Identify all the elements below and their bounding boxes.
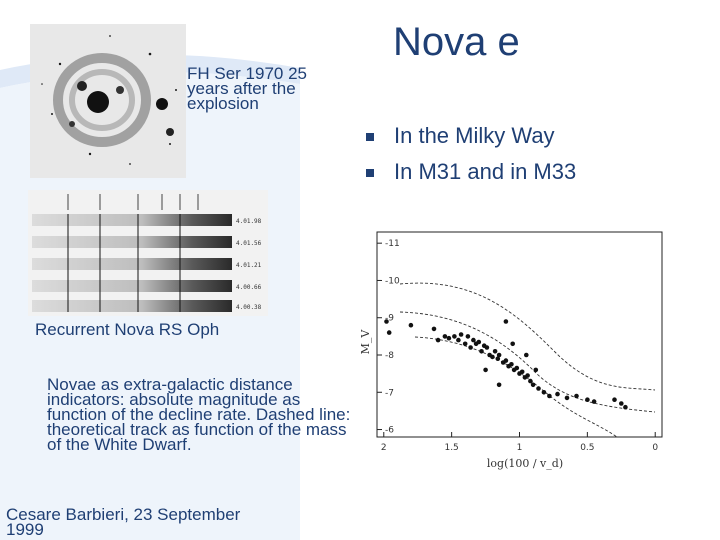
data-point — [479, 349, 484, 354]
data-point — [525, 373, 530, 378]
spectrum-label: 4.01.56 — [236, 240, 262, 247]
bullet-item: In M31 and in M33 — [366, 154, 576, 190]
y-tick-label: -10 — [385, 276, 400, 286]
data-point — [468, 345, 473, 350]
data-point — [533, 367, 539, 373]
data-point — [555, 391, 560, 397]
spectra-image: 4.01.98 4.01.56 4.01.21 4.00.66 4.00.38 — [28, 190, 268, 316]
data-point — [591, 399, 597, 404]
y-tick-label: -6 — [385, 426, 394, 436]
footer-credit: Cesare Barbieri, 23 September 1999 — [6, 505, 241, 539]
data-point — [574, 393, 579, 399]
bullet-text: In M31 and in M33 — [394, 159, 577, 184]
data-point — [458, 332, 464, 337]
data-point — [585, 397, 590, 402]
spectra-caption: Recurrent Nova RS Oph — [35, 320, 220, 339]
x-tick-label: 0 — [652, 443, 658, 453]
bullet-text: In the Milky Way — [394, 123, 555, 148]
data-point — [541, 390, 547, 395]
slide-title: Nova e — [393, 20, 520, 64]
data-point — [612, 397, 617, 402]
bullet-list: In the Milky Way In M31 and in M33 — [366, 118, 576, 190]
data-point — [503, 358, 509, 363]
description-text: Novae as extra-galactic distance indicat… — [47, 375, 351, 454]
data-point — [483, 367, 488, 373]
data-point — [524, 352, 529, 358]
data-point — [465, 334, 471, 339]
data-point — [462, 341, 468, 347]
data-point — [476, 339, 482, 345]
data-point — [490, 354, 495, 360]
data-point — [442, 334, 448, 339]
data-point — [446, 335, 452, 341]
data-point — [456, 337, 461, 343]
data-point — [530, 382, 536, 388]
magnitude-decline-chart: 2 1.5 1 0.5 0 -11-10-9-8-7-6 log(100 / v_d) … — [359, 231, 663, 470]
data-point — [435, 337, 441, 343]
data-point — [503, 319, 509, 324]
data-point — [536, 386, 541, 391]
square-bullet-icon — [366, 133, 374, 141]
x-tick-label: 1.5 — [444, 443, 458, 453]
data-point — [495, 356, 501, 361]
spectrum-label: 4.00.66 — [236, 284, 262, 291]
data-point — [471, 337, 476, 343]
bullet-item: In the Milky Way — [366, 118, 576, 154]
spectrum-label: 4.00.38 — [236, 304, 262, 311]
data-point — [509, 362, 514, 367]
data-point — [547, 393, 552, 399]
data-point — [431, 326, 437, 332]
spectrum-label: 4.01.98 — [236, 218, 262, 225]
x-axis-label: log(100 / v_d) — [487, 457, 563, 470]
square-bullet-icon — [366, 169, 374, 177]
nebula-image — [30, 24, 186, 178]
data-point — [623, 404, 628, 410]
data-point — [484, 345, 490, 350]
y-tick-label: -8 — [385, 351, 394, 361]
y-tick-label: -11 — [385, 239, 400, 249]
data-point — [619, 401, 624, 406]
data-point — [510, 341, 515, 347]
nebula-caption: FH Ser 1970 25 years after the explosion — [187, 64, 308, 113]
plot-frame — [376, 231, 663, 438]
data-point — [452, 334, 457, 339]
data-point — [386, 330, 392, 335]
x-tick-label: 1 — [517, 443, 523, 453]
data-point — [514, 365, 520, 371]
data-point — [564, 395, 570, 401]
y-tick-label: -7 — [385, 388, 394, 398]
data-point — [519, 369, 525, 375]
x-tick-label: 0.5 — [580, 443, 594, 453]
data-point — [492, 349, 498, 354]
x-tick-label: 2 — [381, 443, 387, 453]
data-point — [528, 378, 533, 384]
y-tick-label: -9 — [385, 314, 394, 324]
y-axis-label: M_V — [359, 329, 372, 355]
data-point — [496, 382, 502, 388]
data-point — [384, 319, 389, 324]
spectrum-label: 4.01.21 — [236, 262, 262, 269]
data-point — [496, 352, 502, 358]
data-point — [408, 322, 414, 328]
